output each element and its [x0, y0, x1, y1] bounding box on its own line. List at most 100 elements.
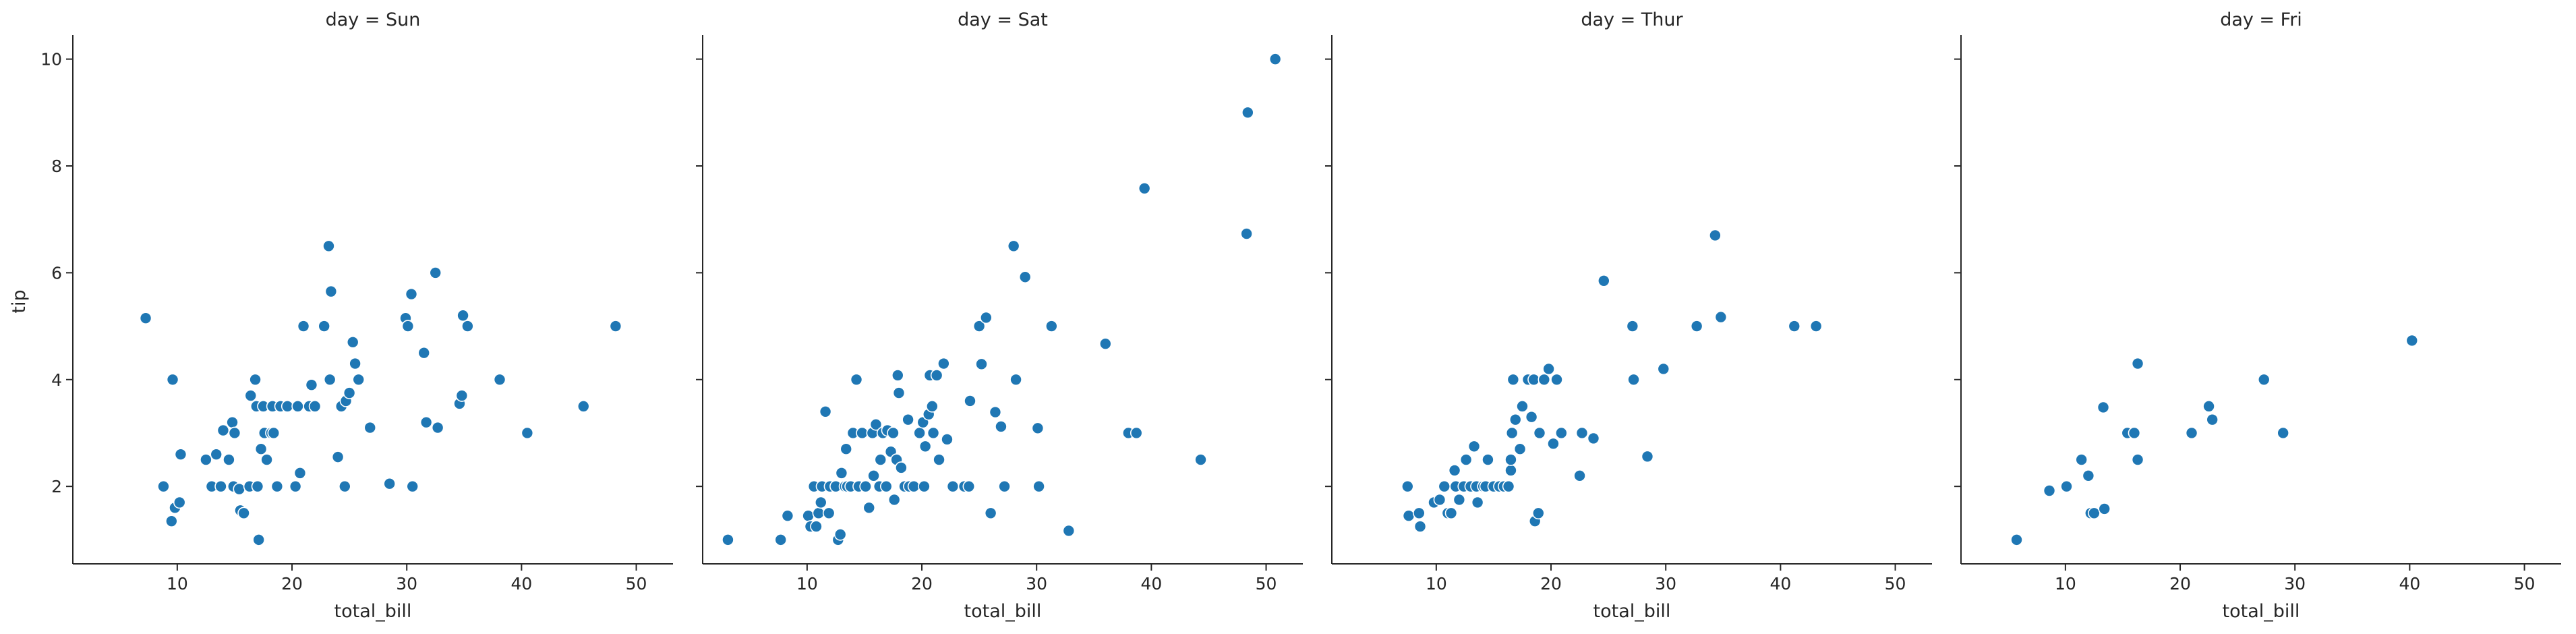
scatter-point [1240, 227, 1253, 240]
scatter-point [1130, 426, 1143, 440]
scatter-point [933, 453, 945, 466]
scatter-point [1433, 493, 1446, 507]
scatter-point [918, 440, 932, 453]
scatter-point [346, 336, 359, 349]
x-tick-label: 20 [281, 574, 303, 594]
scatter-point [822, 507, 836, 520]
x-tick-label: 30 [1655, 574, 1676, 594]
scatter-point [984, 507, 997, 520]
scatter-point [429, 266, 442, 279]
scatter-point [1444, 507, 1458, 520]
scatter-point [1788, 320, 1801, 333]
scatter-point [297, 320, 310, 333]
scatter-point [1714, 310, 1728, 324]
scatter-point [918, 480, 931, 493]
scatter-point [455, 389, 469, 402]
scatter-point [237, 507, 250, 520]
scatter-point [913, 426, 926, 440]
panel-sun: day = Sun 2 4 6 8 10 10 20 30 40 50 total_bill [40, 9, 673, 622]
scatter-point [291, 400, 304, 413]
scatter-point [289, 480, 302, 493]
scatter-point [401, 320, 415, 333]
scatter-point [1555, 426, 1568, 440]
scatter-point [812, 507, 825, 520]
scatter-point [1241, 106, 1254, 119]
scatter-point [1438, 480, 1451, 493]
scatter-point [975, 357, 988, 371]
scatter-point [1402, 509, 1415, 523]
scatter-point [1194, 453, 1207, 466]
scatter-point [937, 357, 950, 370]
scatter-point [228, 426, 241, 440]
scatter-point [833, 528, 847, 541]
x-axis-label: total_bill [1593, 601, 1671, 622]
scatter-point [2082, 469, 2095, 482]
scatter-point [2043, 484, 2056, 497]
scatter-point [1459, 453, 1473, 466]
scatter-point [2131, 357, 2144, 370]
x-tick-label: 10 [167, 574, 188, 594]
scatter-point [419, 415, 433, 429]
scatter-point [244, 389, 258, 402]
scatter-point [254, 442, 268, 456]
scatter-point [1657, 362, 1670, 376]
scatter-point [457, 309, 469, 322]
x-tick-label: 50 [626, 574, 647, 594]
scatter-point [210, 448, 223, 461]
scatter-point [214, 480, 227, 493]
scatter-point [891, 369, 904, 382]
scatter-point [1533, 426, 1546, 440]
scatter-point [892, 386, 906, 399]
x-tick-label: 50 [1256, 574, 1277, 594]
y-tick-label: 4 [51, 370, 62, 390]
scatter-point [1504, 453, 1517, 466]
scatter-point [157, 480, 170, 493]
scatter-point [930, 369, 943, 382]
scatter-point [964, 395, 976, 407]
scatter-point [1809, 320, 1823, 333]
scatter-point [1505, 426, 1519, 440]
scatter-point [318, 320, 330, 333]
scatter-point [2098, 502, 2111, 515]
scatter-point [1467, 440, 1481, 453]
scatter-point [781, 509, 794, 523]
scatter-point [270, 480, 284, 493]
scatter-point [1482, 453, 1494, 466]
x-tick-label: 30 [2284, 574, 2306, 594]
scatter-point [907, 480, 920, 493]
scatter-point [2277, 426, 2289, 440]
scatter-point [869, 418, 883, 431]
scatter-point [1532, 507, 1545, 520]
x-tick-label: 10 [1426, 574, 1447, 594]
scatter-point [216, 424, 230, 437]
scatter-point [879, 480, 893, 493]
scatter-point [260, 453, 273, 466]
scatter-point [2185, 426, 2198, 440]
scatter-point [862, 501, 876, 515]
y-axis-label: tip [9, 289, 30, 313]
scatter-point [577, 400, 590, 413]
scatter-point [887, 493, 901, 507]
scatter-point [1401, 480, 1414, 493]
scatter-point [343, 386, 356, 399]
scatter-point [819, 405, 832, 418]
scatter-point [2097, 401, 2110, 414]
scatter-point [887, 426, 900, 440]
scatter-point [431, 421, 444, 434]
scatter-point [972, 320, 986, 333]
scatter-point [2405, 334, 2419, 347]
x-tick-label: 20 [911, 574, 933, 594]
scatter-point [1516, 400, 1529, 413]
scatter-point [1471, 496, 1484, 509]
scatter-point [941, 433, 954, 446]
scatter-point [1009, 373, 1022, 386]
scatter-point [867, 469, 880, 482]
scatter-point [802, 509, 815, 523]
scatter-point [995, 420, 1007, 433]
scatter-point [166, 373, 179, 386]
scatter-point [1448, 464, 1461, 477]
scatter-point [173, 496, 186, 509]
scatter-point [874, 453, 887, 466]
scatter-point [856, 426, 869, 440]
scatter-point [324, 285, 338, 298]
